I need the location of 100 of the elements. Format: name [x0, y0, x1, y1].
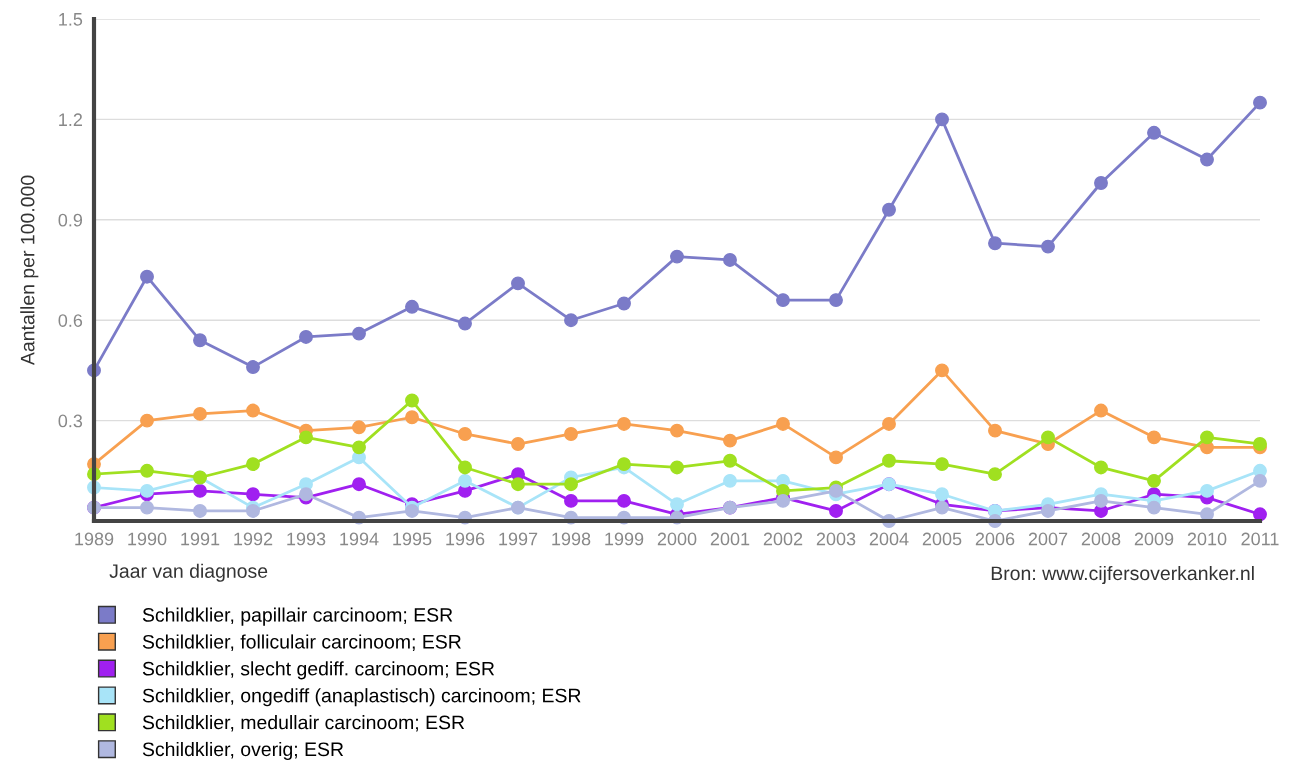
point: [1147, 473, 1161, 488]
point: [723, 433, 737, 448]
point: [140, 463, 154, 478]
point: [246, 403, 260, 418]
point: [829, 293, 843, 308]
x-tick-label: 1992: [234, 532, 273, 546]
point: [1094, 460, 1108, 475]
point: [1253, 473, 1267, 488]
x-tick-label: 1998: [552, 532, 591, 546]
point: [193, 504, 207, 518]
point: [458, 460, 472, 475]
point: [723, 473, 737, 488]
x-tick-label: 1989: [75, 532, 114, 546]
point: [458, 427, 472, 441]
x-tick-label: 2009: [1134, 532, 1174, 546]
legend-label: Schildklier, slecht gediff. carcinoom; ESR: [142, 661, 495, 680]
point: [670, 249, 684, 264]
point: [723, 253, 737, 267]
point: [1253, 507, 1267, 522]
point: [564, 493, 578, 508]
point: [988, 423, 1002, 438]
point: [352, 326, 366, 341]
point: [246, 457, 260, 472]
legend-label: Schildklier, ongediff (anaplastisch) carcinoom; ESR: [142, 688, 581, 707]
point: [670, 423, 684, 438]
point: [1253, 95, 1267, 110]
y-tick-label: 0.6: [58, 314, 83, 327]
x-tick-label: 1993: [287, 532, 326, 546]
x-tick-label: 1999: [605, 532, 644, 546]
point: [564, 313, 578, 328]
x-tick-label: 1996: [446, 532, 485, 546]
point: [140, 500, 154, 515]
point: [776, 293, 790, 308]
point: [564, 427, 578, 441]
point: [246, 487, 260, 502]
x-tick-label: 1997: [499, 532, 538, 546]
point: [1094, 403, 1108, 418]
point: [1094, 493, 1108, 508]
point: [617, 296, 631, 311]
point: [352, 420, 366, 435]
point: [829, 450, 843, 465]
point: [988, 467, 1002, 482]
x-tick-label: 2007: [1028, 532, 1068, 546]
point: [882, 453, 896, 468]
x-tick-label: 2006: [975, 532, 1015, 546]
text: Bron: www.cijfersoverkanker.nl: [991, 565, 1254, 585]
point: [140, 269, 154, 284]
point: [564, 477, 578, 492]
point: [405, 410, 419, 425]
point: [405, 393, 419, 408]
x-tick-label: 1995: [393, 532, 432, 546]
point: [1253, 437, 1267, 451]
x-tick-label: 1991: [181, 532, 220, 546]
x-tick-label: 1990: [128, 532, 167, 546]
legend-label: Schildklier, medullair carcinoom; ESR: [142, 715, 465, 732]
point: [511, 276, 525, 291]
x-axis-title: Jaar van diagnose: [109, 563, 268, 582]
point: [1200, 430, 1214, 445]
point: [670, 460, 684, 475]
point: [935, 457, 949, 472]
point: [1041, 430, 1055, 445]
point: [246, 504, 260, 518]
point: [988, 236, 1002, 251]
point: [829, 504, 843, 518]
y-tick-label: 1.5: [59, 13, 83, 26]
x-tick-label: 2001: [710, 532, 750, 546]
point: [352, 440, 366, 455]
point: [882, 202, 896, 217]
x-tick-label: 2010: [1187, 532, 1227, 546]
point: [617, 417, 631, 431]
point: [1147, 430, 1161, 445]
x-tick-label: 2000: [657, 532, 697, 546]
point: [193, 406, 207, 421]
point: [1147, 125, 1161, 140]
x-tick-label: 2008: [1081, 532, 1121, 546]
y-tick-label: 0.9: [58, 213, 83, 227]
x-tick-label: 1994: [340, 532, 379, 546]
x-tick-label: 2005: [922, 532, 962, 546]
point: [193, 333, 207, 348]
point: [935, 487, 949, 502]
x-tick-label: 2002: [763, 532, 803, 546]
point: [1041, 239, 1055, 254]
point: [935, 112, 949, 127]
legend-label: Schildklier, folliculair carcinoom; ESR: [142, 634, 461, 651]
point: [352, 477, 366, 492]
point: [1200, 483, 1214, 498]
point: [299, 329, 313, 344]
point: [882, 417, 896, 431]
point: [511, 477, 525, 492]
point: [246, 360, 260, 374]
legend-label: Schildklier, papillair carcinoom; ESR: [142, 607, 453, 626]
point: [193, 483, 207, 498]
point: [405, 504, 419, 518]
x-tick-label: 2004: [869, 532, 909, 546]
point: [1200, 152, 1214, 167]
point: [458, 316, 472, 331]
point: [458, 473, 472, 488]
point: [299, 430, 313, 445]
point: [140, 483, 154, 498]
point: [723, 453, 737, 468]
